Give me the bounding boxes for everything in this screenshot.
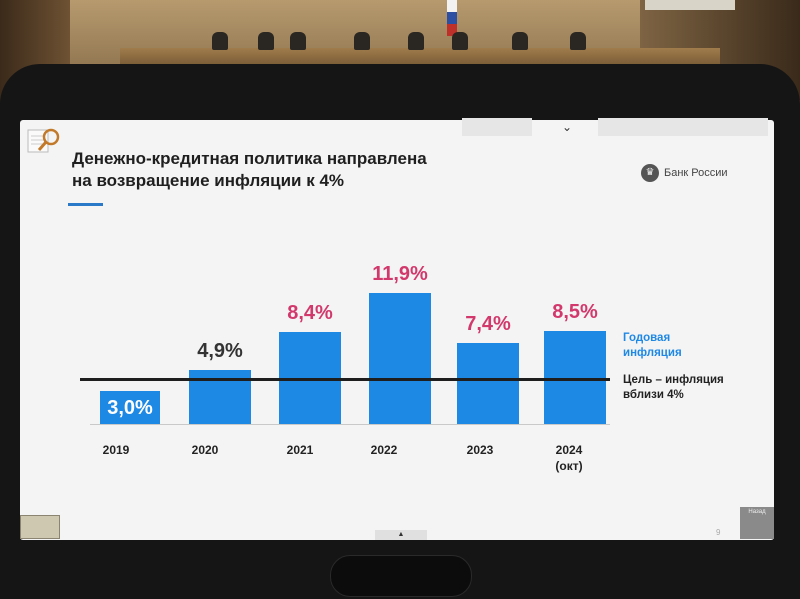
chevron-down-icon[interactable]: ⌄ <box>561 120 573 134</box>
person <box>512 32 528 50</box>
window <box>645 0 735 10</box>
eagle-icon: ♛ <box>641 164 659 182</box>
data-label: 8,5% <box>552 300 598 323</box>
brand-logo: ♛ Банк России <box>641 163 728 183</box>
bottom-tab[interactable]: ▲ <box>375 530 427 540</box>
year-label: 2020 <box>191 443 219 457</box>
data-label: 4,9% <box>197 340 243 363</box>
legend-text: Годовая <box>623 332 671 344</box>
keyboard-icon[interactable] <box>20 515 60 539</box>
year-label: 2023 <box>466 443 494 457</box>
legend-annual-inflation: Годовая инфляция <box>623 331 682 361</box>
legend-text: вблизи 4% <box>623 389 684 401</box>
bar-2019 <box>100 391 160 424</box>
legend-target: Цель – инфляция вблизи 4% <box>623 373 724 403</box>
year-label: 2024 (окт) <box>529 442 609 474</box>
search-icon <box>27 128 60 153</box>
page-title: Денежно-кредитная политика направлена на… <box>72 148 492 192</box>
top-tab <box>462 118 532 136</box>
flag <box>447 0 457 36</box>
person <box>258 32 274 50</box>
year-label-note: (окт) <box>555 459 583 473</box>
chart-baseline <box>90 424 610 425</box>
title-underline <box>68 203 103 206</box>
back-button[interactable]: Назад <box>740 507 774 539</box>
top-tab <box>598 118 768 136</box>
brand-name: Банк России <box>664 167 728 179</box>
person <box>452 32 468 50</box>
home-button[interactable] <box>330 555 472 597</box>
data-label: 11,9% <box>372 263 428 286</box>
year-label-main: 2024 <box>555 443 583 457</box>
year-label: 2019 <box>102 443 130 457</box>
bar-2023 <box>457 342 519 424</box>
year-label: 2022 <box>370 443 398 457</box>
back-label: Назад <box>748 509 766 515</box>
bar-2024 <box>544 330 606 424</box>
legend-text: инфляция <box>623 347 682 359</box>
bar-2021 <box>279 331 341 424</box>
person <box>354 32 370 50</box>
legend-text: Цель – инфляция <box>623 374 724 386</box>
person <box>408 32 424 50</box>
bar-2022 <box>369 293 431 424</box>
person <box>290 32 306 50</box>
target-line <box>80 378 610 381</box>
page-number: 9 <box>716 528 721 537</box>
data-label: 8,4% <box>287 301 333 324</box>
person <box>570 32 586 50</box>
title-line: на возвращение инфляции к 4% <box>72 171 345 190</box>
person <box>212 32 228 50</box>
data-label: 7,4% <box>465 312 511 335</box>
year-label: 2021 <box>286 443 314 457</box>
title-line: Денежно-кредитная политика направлена <box>72 149 427 168</box>
data-label: 3,0% <box>107 397 153 419</box>
